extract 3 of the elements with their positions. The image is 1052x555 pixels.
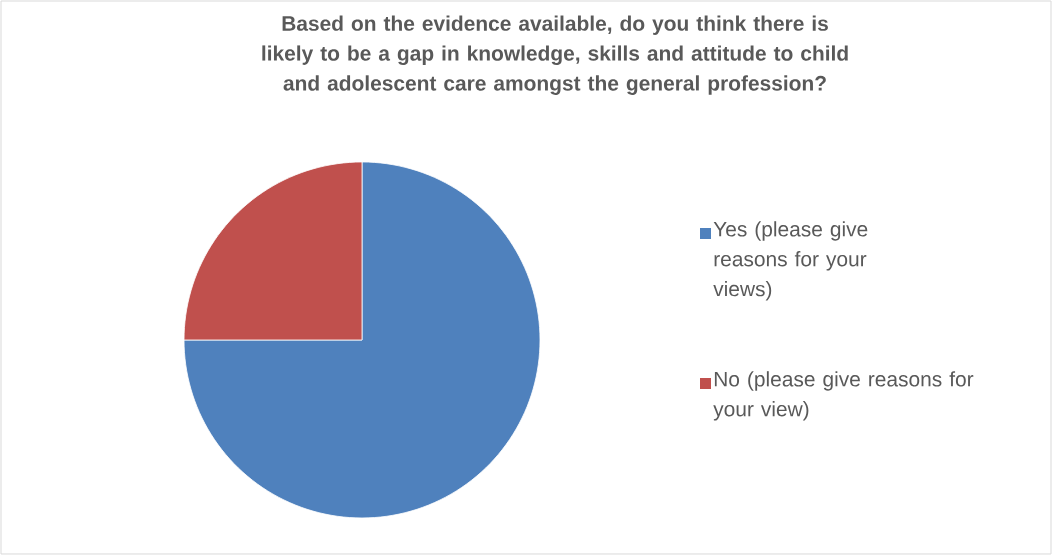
chart-title: Based on the evidence available, do you think there is likely to be a gap in knowledge, skills and attitude to child and adolescent care amongst the general profession? (262, 15, 848, 95)
legend-label: No (please give reasons for your view) (713, 371, 974, 421)
legend-label: Yes (please give reasons for your views) (713, 221, 868, 301)
